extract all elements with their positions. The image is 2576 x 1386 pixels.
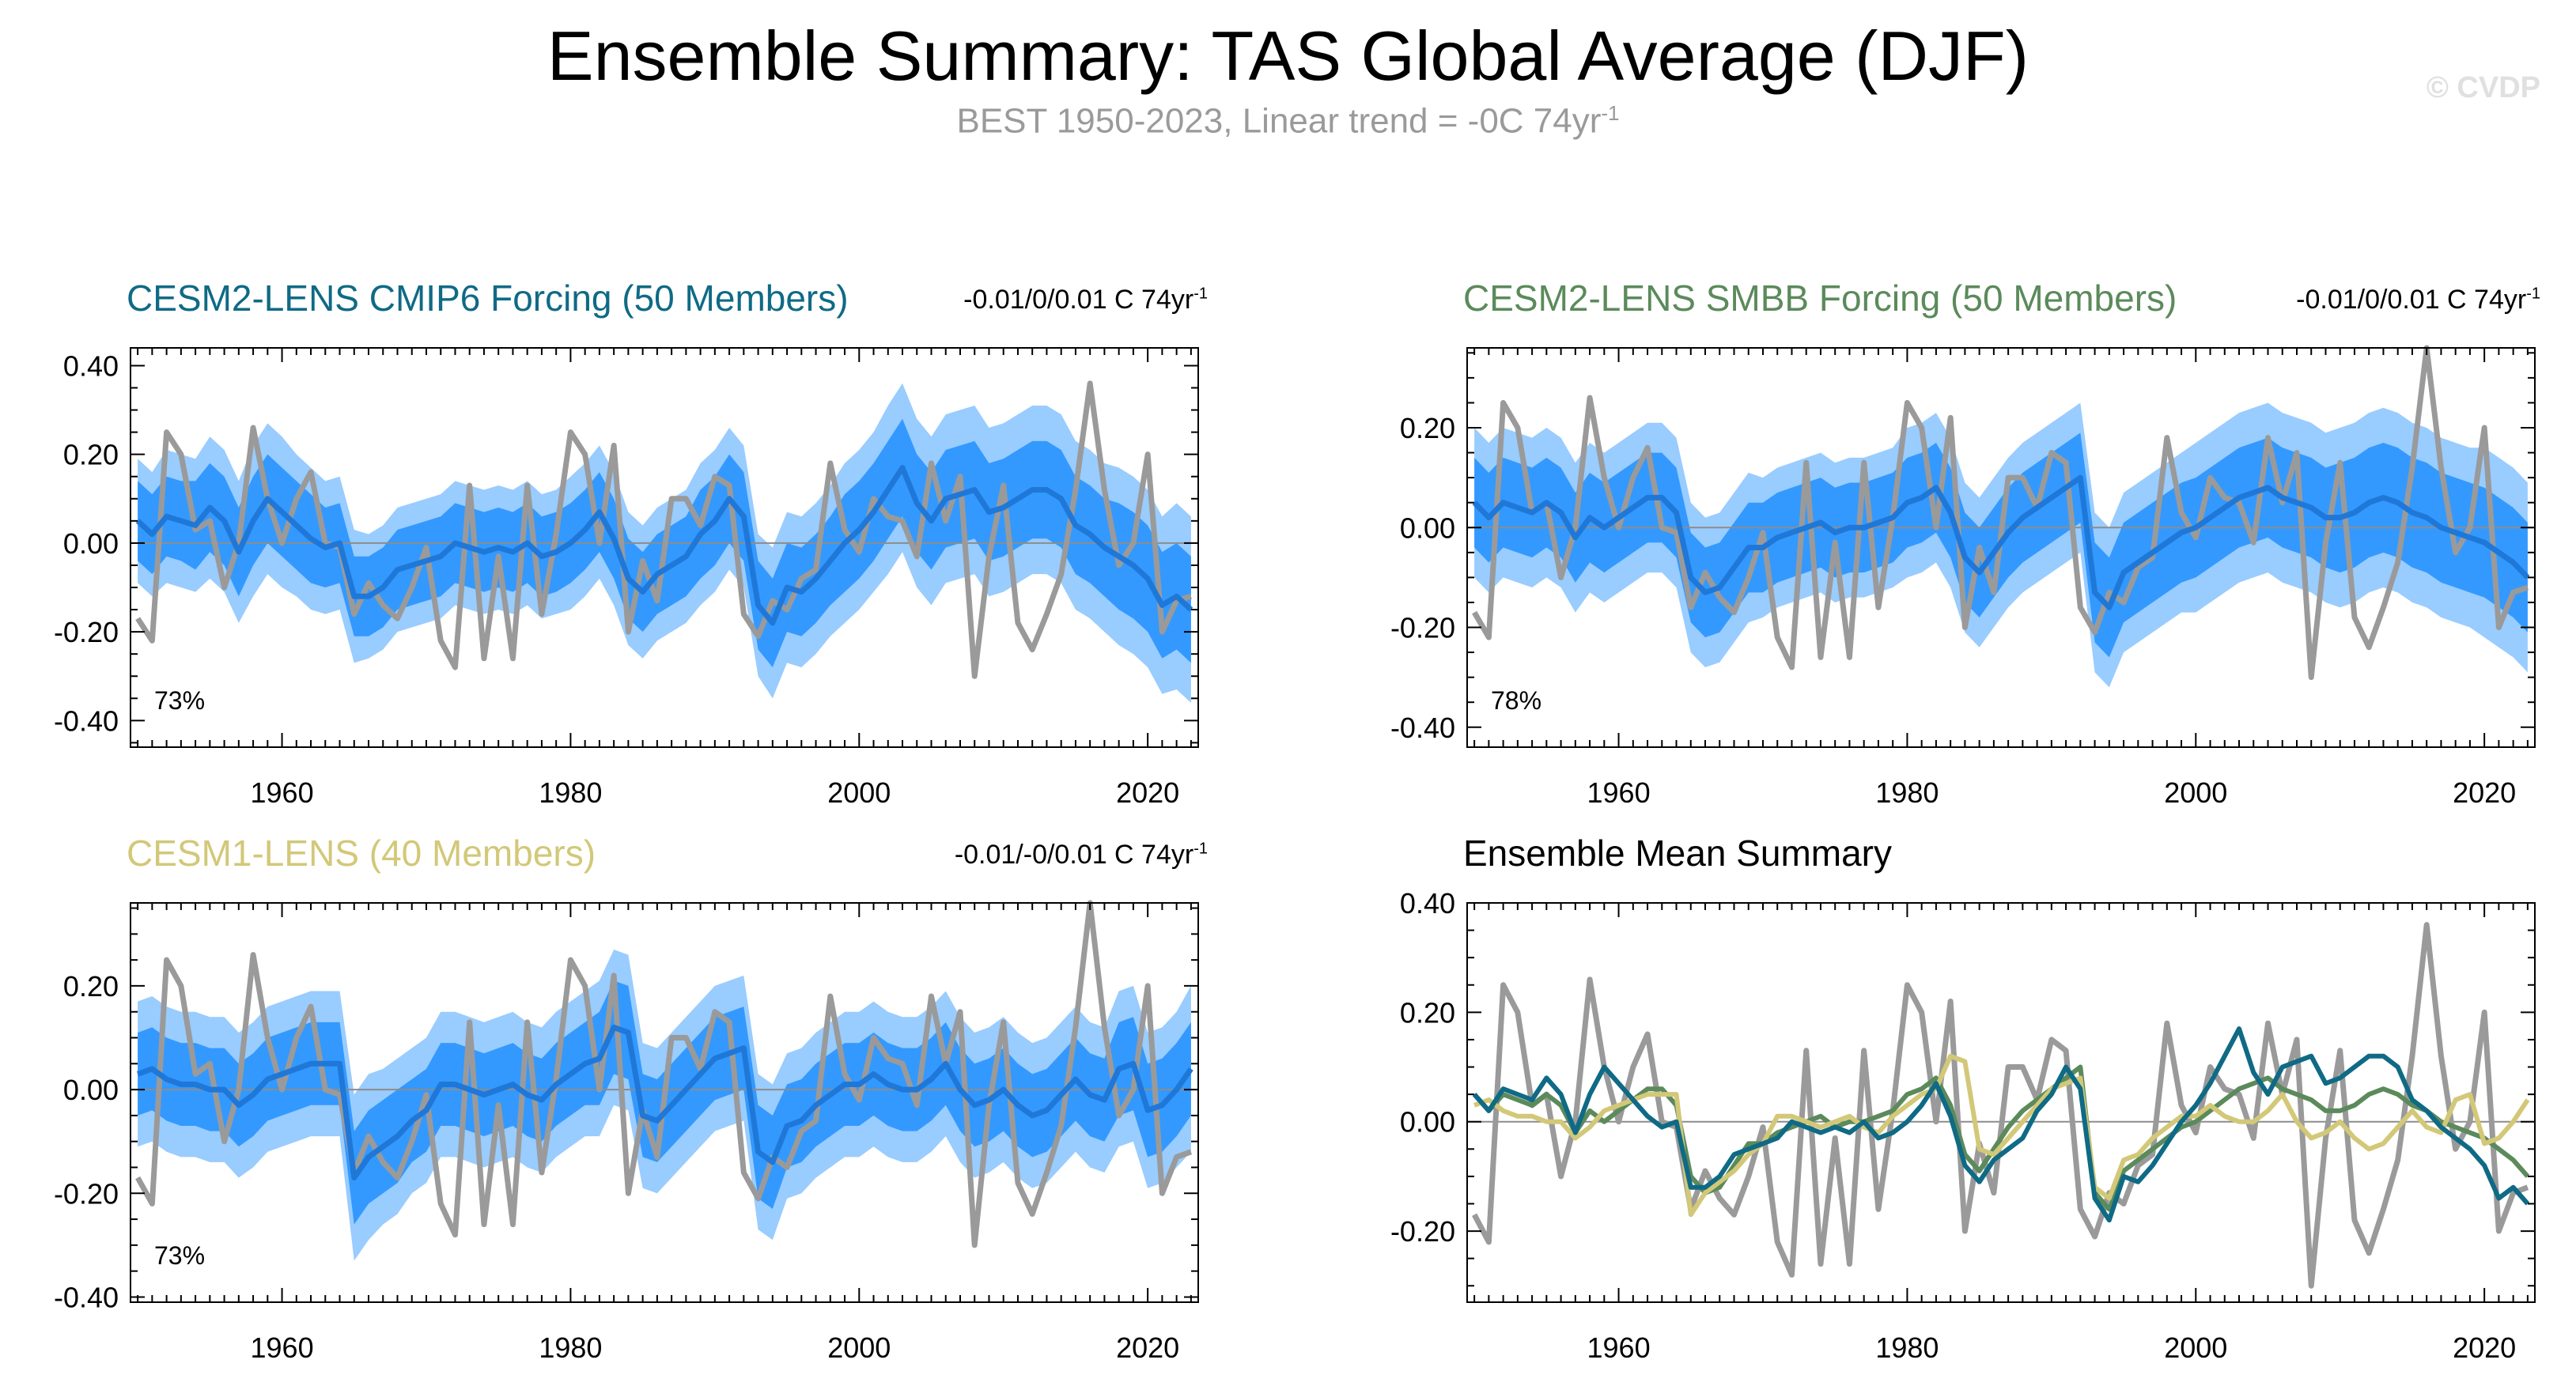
summary-line-smbb: [1472, 1064, 2530, 1212]
panel-title-smbb: CESM2-LENS SMBB Forcing (50 Members): [1463, 278, 2177, 319]
ensemble-mean-line-smbb: [1472, 474, 2530, 610]
page-subtitle: BEST 1950-2023, Linear trend = -0C 74yr-…: [0, 101, 2576, 142]
trend-sup-cmip6: -1: [1193, 285, 1208, 303]
plot-cmip6: 1960 1980 2000 2020 0.40 0.20 0.00 -0.20 -0.40: [54, 347, 1199, 809]
y-tick-label: 0.00: [1400, 1106, 1455, 1139]
y-tick-label: 0.40: [1400, 887, 1455, 920]
ensemble-mean-line-cesm1: [136, 1024, 1193, 1181]
summary-line-cesm1: [1473, 1053, 2530, 1218]
observed-line-smbb: [1472, 345, 2529, 681]
y-tick-label: -0.20: [1390, 612, 1455, 644]
y-tick-label: 0.00: [1400, 512, 1455, 544]
y-tick-label: -0.40: [1390, 712, 1455, 744]
trend-text-cesm1: -0.01/-0/0.01 C 74yr: [954, 840, 1194, 870]
y-tick-label: 0.00: [63, 1074, 119, 1106]
observed-line-cmip6: [135, 380, 1192, 679]
y-tick-label: 0.40: [63, 349, 119, 382]
x-tick-label: 2020: [2453, 776, 2516, 809]
x-tick-label: 2000: [827, 776, 891, 809]
panel-title-cmip6: CESM2-LENS CMIP6 Forcing (50 Members): [127, 278, 849, 319]
panel-title-summary: Ensemble Mean Summary: [1463, 833, 1892, 874]
trend-sup-smbb: -1: [2526, 285, 2540, 303]
percent-label-smbb: 78%: [1491, 686, 1542, 715]
x-tick-label: 2000: [2164, 776, 2227, 809]
x-tick-label: 1960: [251, 1331, 314, 1364]
plot-summary: 1960 1980 2000 2020 0.40 0.20 0.00 -0.20: [1390, 887, 2536, 1364]
y-tick-label: 0.20: [1400, 996, 1455, 1029]
x-tick-label: 2020: [2453, 1331, 2516, 1364]
plot-smbb: 1960 1980 2000 2020 0.20 0.00 -0.20 -0.40: [1390, 345, 2536, 809]
trend-label-smbb: -0.01/0/0.01 C 74yr-1: [2296, 285, 2540, 315]
copyright-watermark: © CVDP: [2426, 71, 2540, 104]
subtitle-superscript: -1: [1601, 101, 1620, 125]
observed-line-summary: [1472, 922, 2529, 1289]
x-tick-label: 1960: [251, 776, 314, 809]
y-tick-label: 0.00: [63, 527, 119, 560]
y-tick-label: 0.20: [1400, 412, 1455, 444]
panel-title-cesm1: CESM1-LENS (40 Members): [127, 833, 596, 874]
observed-line-cesm1: [135, 900, 1193, 1248]
x-tick-label: 1980: [539, 776, 602, 809]
y-tick-label: -0.40: [54, 704, 119, 737]
y-tick-label: -0.20: [1390, 1215, 1455, 1248]
trend-label-cmip6: -0.01/0/0.01 C 74yr-1: [963, 285, 1208, 315]
x-tick-label: 1980: [539, 1331, 602, 1364]
percent-label-cmip6: 73%: [154, 686, 206, 715]
x-tick-label: 1980: [1875, 776, 1939, 809]
trend-text-cmip6: -0.01/0/0.01 C 74yr: [963, 285, 1194, 315]
page-title: Ensemble Summary: TAS Global Average (DJ…: [547, 17, 2029, 95]
x-tick-label: 1960: [1587, 1331, 1651, 1364]
y-tick-label: 0.20: [63, 970, 119, 1003]
y-tick-label: -0.20: [54, 1177, 119, 1210]
x-tick-label: 1980: [1875, 1331, 1939, 1364]
plot-frame-smbb: [1466, 347, 2536, 748]
x-tick-label: 1960: [1587, 776, 1651, 809]
x-tick-label: 2000: [827, 1331, 891, 1364]
plot-frame-cesm1: [130, 902, 1199, 1303]
y-tick-label: -0.20: [54, 616, 119, 648]
plot-cesm1: 1960 1980 2000 2020 0.20 0.00 -0.20 -0.40: [54, 900, 1199, 1364]
y-tick-label: -0.40: [54, 1281, 119, 1313]
plot-frame-cmip6: [130, 347, 1199, 748]
summary-line-cmip6: [1472, 1026, 2530, 1223]
x-tick-label: 2020: [1116, 1331, 1179, 1364]
y-tick-label: 0.20: [63, 439, 119, 471]
percent-label-cesm1: 73%: [154, 1241, 206, 1270]
subtitle-text: BEST 1950-2023, Linear trend = -0C 74yr: [956, 101, 1602, 141]
trend-text-smbb: -0.01/0/0.01 C 74yr: [2296, 285, 2527, 315]
plot-frame-summary: [1466, 902, 2536, 1303]
x-tick-label: 2020: [1116, 776, 1179, 809]
x-tick-label: 2000: [2164, 1331, 2227, 1364]
trend-label-cesm1: -0.01/-0/0.01 C 74yr-1: [955, 840, 1208, 870]
ensemble-mean-line-cmip6: [135, 465, 1193, 626]
trend-sup-cesm1: -1: [1193, 840, 1208, 858]
